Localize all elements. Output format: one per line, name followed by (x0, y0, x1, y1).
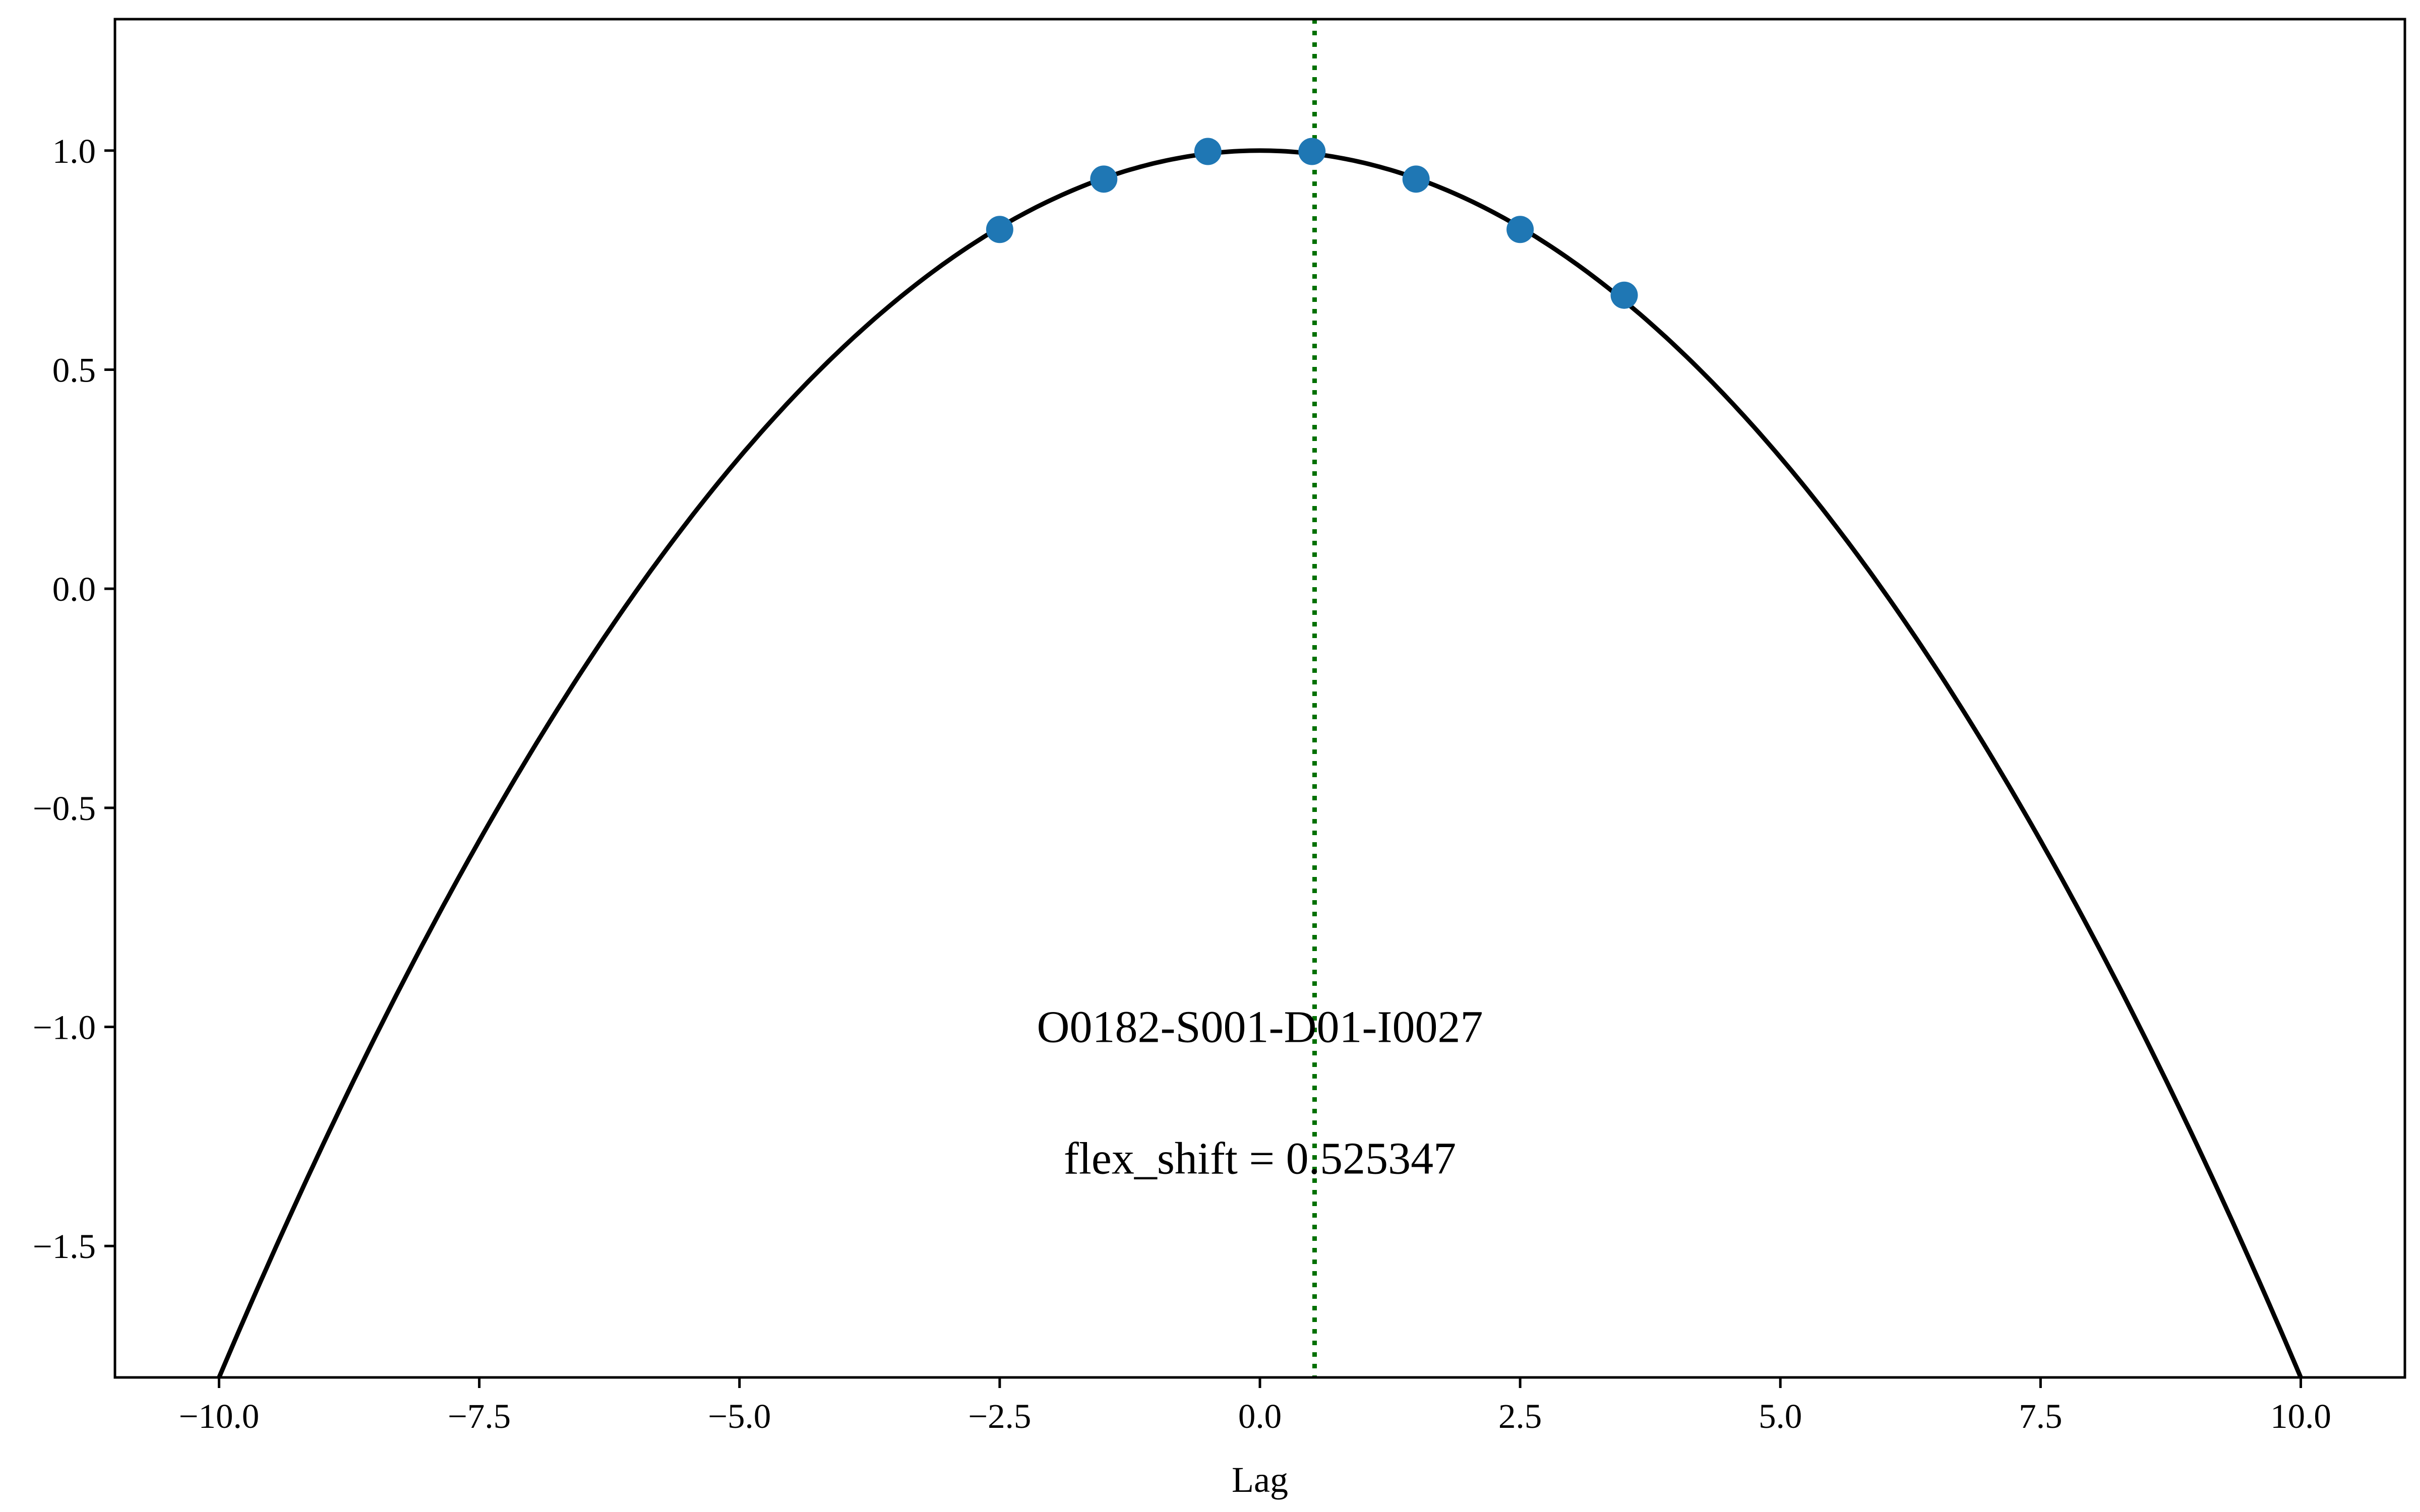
x-tick-label: 0.0 (1238, 1397, 1282, 1435)
x-axis-label: Lag (1232, 1460, 1288, 1500)
x-tick-label: −10.0 (179, 1397, 260, 1435)
x-tick-label: −5.0 (708, 1397, 771, 1435)
y-tick-label: 1.0 (52, 132, 96, 170)
data-point (1506, 216, 1534, 243)
y-tick-label: 0.5 (52, 351, 96, 389)
y-axis: 1.0 0.5 0.0 −0.5 −1.0 −1.5 (33, 132, 115, 1266)
x-tick-label: −7.5 (448, 1397, 511, 1435)
data-point (986, 216, 1013, 243)
flex-shift-annotation: flex_shift = 0.525347 (1064, 1133, 1456, 1183)
x-tick-label: 10.0 (2270, 1397, 2331, 1435)
x-axis: −10.0 −7.5 −5.0 −2.5 0.0 2.5 5.0 7.5 10.0 (179, 1377, 2331, 1435)
y-tick-label: −1.5 (33, 1227, 96, 1266)
data-point (1402, 165, 1430, 193)
x-tick-label: −2.5 (968, 1397, 1031, 1435)
y-tick-label: −0.5 (33, 789, 96, 828)
data-point (1090, 165, 1118, 193)
data-point (1610, 281, 1638, 309)
x-tick-label: 5.0 (1759, 1397, 1802, 1435)
data-point (1298, 138, 1326, 165)
x-tick-label: 7.5 (2019, 1397, 2062, 1435)
data-point (1194, 138, 1222, 165)
fit-curve (217, 148, 2303, 1377)
y-tick-label: 0.0 (52, 570, 96, 608)
plot-area (217, 19, 2303, 1377)
x-tick-label: 2.5 (1498, 1397, 1542, 1435)
y-tick-label: −1.0 (33, 1009, 96, 1047)
annotations: O0182-S001-D01-I0027 flex_shift = 0.52534… (1037, 1002, 1483, 1184)
sample-id-annotation: O0182-S001-D01-I0027 (1037, 1002, 1483, 1052)
